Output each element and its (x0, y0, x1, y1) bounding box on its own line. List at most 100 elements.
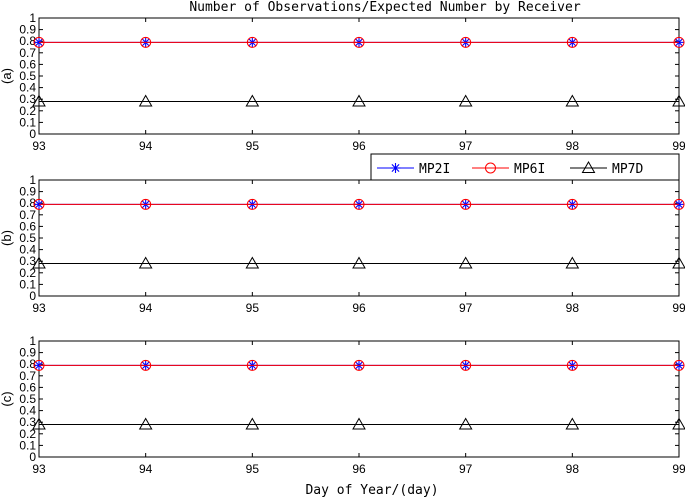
panel-c-ytick-label: 0.7 (19, 369, 36, 383)
panel-b-xtick-label: 98 (566, 301, 580, 315)
panel-b-y-axis-label: (b) (0, 230, 14, 246)
panel-a-xtick-label: 93 (32, 139, 46, 153)
panel-a-ytick-label: 1 (29, 11, 36, 25)
panel-c-xtick-label: 96 (352, 462, 366, 476)
panel-b-ytick-label: 0 (29, 289, 36, 303)
legend: MP2I MP6I MP7D (370, 153, 680, 181)
panel-a-xtick-label: 99 (672, 139, 685, 153)
panel-c-series-mp7d-point (352, 417, 366, 430)
panel-a-xtick-label: 97 (459, 139, 473, 153)
panel-b-series-mp7d-point (672, 256, 685, 269)
panel-a-xtick-label: 98 (566, 139, 580, 153)
panel-b-ytick-label: 0.9 (19, 185, 36, 199)
panel-b-series-mp6i-point (246, 198, 258, 210)
panel-b-ytick-label: 0.7 (19, 208, 36, 222)
panel-b-xtick-label: 99 (672, 301, 685, 315)
panel-a-series-mp7d-point (138, 94, 153, 107)
panel-c-ytick-label: 1 (29, 334, 36, 348)
panel-c-xtick-label: 94 (139, 462, 153, 476)
panel-c: 00.10.20.30.40.50.60.70.80.91 93 94 95 96 97 9… (0, 334, 685, 476)
panel-c-series-mp6i-point (140, 359, 152, 371)
panel-c-ytick-label: 0.6 (19, 380, 36, 394)
panel-c-series-mp6i-point (33, 359, 45, 371)
panel-b-series-mp6i-point (673, 198, 685, 210)
panel-c-ytick-label: 0.3 (19, 415, 36, 429)
panel-c-series-mp7d-point (458, 417, 473, 430)
panel-c-series-mp6i-point (460, 359, 472, 371)
legend-entry-mp7d-marker (581, 160, 596, 173)
panel-c-ytick-label: 0.2 (19, 427, 36, 441)
panel-a-ytick-label: 0.8 (19, 34, 36, 48)
panel-a-series-mp6i-point (566, 36, 578, 48)
panel-c-xtick-label: 98 (566, 462, 580, 476)
legend-entry-mp7d: MP7D (570, 160, 643, 177)
panel-a-xtick-label: 96 (352, 139, 366, 153)
panel-a-ytick-label: 0.3 (19, 92, 36, 106)
panel-b-ytick-label: 0.4 (19, 243, 36, 257)
panel-b-axes-box (38, 179, 680, 297)
panel-c-xtick-label: 95 (246, 462, 260, 476)
figure-title: Number of Observations/Expected Number b… (189, 0, 581, 15)
panel-a-series-mp7d-point (672, 94, 685, 107)
panel-b-series-mp6i-point (460, 198, 472, 210)
panel-b-xtick-label: 95 (246, 301, 260, 315)
panel-c-series-mp7d-point (565, 417, 580, 430)
legend-entry-mp7d-label: MP7D (612, 162, 643, 177)
legend-entry-mp2i-marker (390, 163, 401, 173)
panel-c-ytick-label: 0.4 (19, 404, 36, 418)
panel-a-xtick-label: 94 (139, 139, 153, 153)
legend-entry-mp6i-label: MP6I (514, 162, 545, 177)
panel-b-ytick-label: 0.2 (19, 266, 36, 280)
panel-a-series-mp6i-point (460, 36, 472, 48)
panel-c-series-mp6i-point (673, 359, 685, 371)
legend-entry-mp6i-marker (485, 162, 496, 174)
legend-box (370, 153, 680, 181)
panel-b-series-mp6i-point (140, 198, 152, 210)
panel-c-series-mp7d-point (672, 417, 685, 430)
x-axis-label: Day of Year/(day) (305, 483, 438, 497)
panel-c-xtick-label: 93 (32, 462, 46, 476)
panel-c-ytick-label: 0.1 (19, 438, 36, 452)
panel-b-ytick-label: 0.1 (19, 277, 36, 291)
panel-a-axes-box (38, 17, 680, 135)
panel-a-series-mp7d-point (458, 94, 473, 107)
panel-c-ytick-label: 0.9 (19, 346, 36, 360)
panel-c-axes-box (38, 340, 680, 458)
panel-b-xtick-label: 97 (459, 301, 473, 315)
panel-a-series-mp7d-point (245, 94, 260, 107)
panel-a-ytick-label: 0.6 (19, 57, 36, 71)
panel-b-series-mp6i-point (33, 198, 45, 210)
panel-b-ytick-label: 0.8 (19, 196, 36, 210)
panel-b-series-mp7d-point (458, 256, 473, 269)
panel-c-xtick-label: 99 (672, 462, 685, 476)
panel-b-xtick-label: 96 (352, 301, 366, 315)
legend-entry-mp2i-label: MP2I (419, 162, 450, 177)
panel-c-series-mp6i-point (566, 359, 578, 371)
panel-b-series-mp6i-point (566, 198, 578, 210)
panel-a-series-mp6i-point (246, 36, 258, 48)
panel-c-series-mp6i-point (353, 359, 365, 371)
panel-b-series-mp7d-point (138, 256, 153, 269)
panel-b: 00.10.20.30.40.50.60.70.80.91 93 94 95 96 97 9… (0, 173, 685, 315)
panel-a-series-mp7d-point (32, 94, 46, 107)
panel-a-series-mp6i-point (673, 36, 685, 48)
panel-a-y-axis-label: (a) (0, 68, 14, 84)
panel-b-ytick-label: 0.3 (19, 254, 36, 268)
panel-b-series-mp7d-point (352, 256, 366, 269)
panel-b-series-mp7d-point (245, 256, 260, 269)
panel-c-series-mp6i-point (246, 359, 258, 371)
panel-a-series-mp7d-point (352, 94, 366, 107)
panel-b-series-mp7d-point (565, 256, 580, 269)
panel-c-y-axis-label: (c) (0, 391, 14, 406)
panel-b-xtick-label: 93 (32, 301, 46, 315)
panel-a-ytick-label: 0.1 (19, 115, 36, 129)
panel-a-ytick-label: 0.9 (19, 23, 36, 37)
panel-a-ytick-label: 0.4 (19, 81, 36, 95)
panel-b-ytick-label: 1 (29, 173, 36, 187)
legend-entry-mp2i-marker-stroke-3 (391, 164, 400, 172)
legend-entry-mp2i: MP2I (377, 162, 450, 177)
panel-b-xtick-label: 94 (139, 301, 153, 315)
panel-a-series-mp7d-point (565, 94, 580, 107)
panel-b-ytick-label: 0.5 (19, 231, 36, 245)
